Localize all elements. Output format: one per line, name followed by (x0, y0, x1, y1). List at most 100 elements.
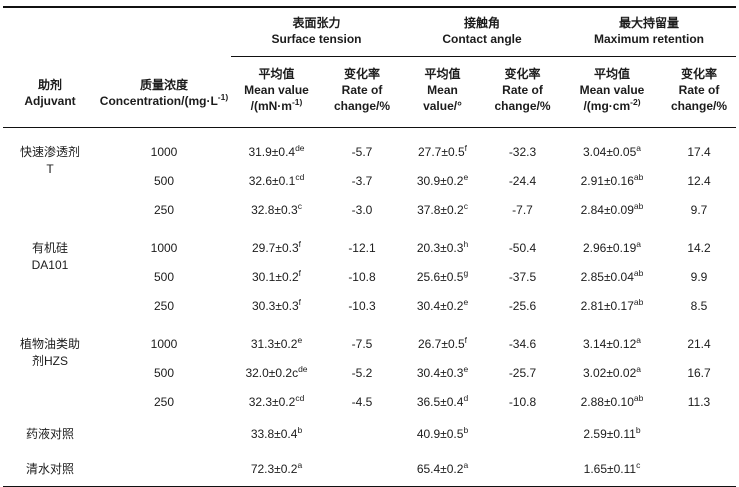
cell-ca_mean: 36.5±0.4d (416, 392, 469, 409)
adjuvant-label: 快速渗透剂 T (3, 128, 97, 225)
group-header-zh: 最大持留量 (619, 16, 680, 30)
header-line-zh: 平均值 (424, 67, 461, 81)
header-line-unit: /(mg·cm-2) (583, 97, 641, 113)
cell-st_mean: 32.8±0.3c (251, 200, 302, 217)
cell-mr_mean: 2.81±0.17ab (580, 296, 644, 313)
table-body: 快速渗透剂 T 1000 31.9±0.4de -5.7 27.7±0.5f -32.3 3.… (3, 128, 736, 487)
table-row: 快速渗透剂 T 1000 31.9±0.4de -5.7 27.7±0.5f -32.3 3.… (3, 128, 736, 176)
group-header-zh: 表面张力 (292, 16, 341, 30)
cell-ca_mean: 30.9±0.2e (416, 171, 469, 188)
header-line-unit: change/% (494, 99, 551, 113)
cell-st_rate: -10.3 (348, 298, 376, 313)
cell-st_mean: 31.3±0.2e (250, 334, 303, 351)
cell-mr_mean: 3.04±0.05a (582, 142, 642, 159)
cell-st_rate: -12.1 (348, 240, 376, 255)
table-row: 有机硅 DA101 1000 29.7±0.3f -12.1 20.3±0.3h -50.4… (3, 224, 736, 272)
cell-ca_rate: -10.8 (508, 394, 537, 409)
header-line-en: Concentration/(mg·L-1) (99, 92, 229, 108)
table-row: 250 32.8±0.3c -3.0 37.8±0.2c -7.7 2.84±0.09ab… (3, 195, 736, 224)
cell-st_rate (322, 416, 402, 451)
cell-mr_mean: 2.84±0.09ab (580, 200, 644, 217)
sub-header-row: 平均值 Mean value /(mN·m-1) 变化率 Rate of cha… (3, 57, 736, 128)
cell-ca_rate (483, 451, 562, 487)
cell-ca_rate: -34.6 (508, 336, 537, 351)
cell-mr_rate: 21.4 (687, 336, 711, 351)
cell-mr_mean: 2.85±0.04ab (580, 267, 644, 284)
cell-ca_rate: -24.4 (508, 173, 537, 188)
cell-mr_mean: 2.59±0.11b (583, 424, 641, 441)
cell-ca_rate: -7.7 (512, 202, 533, 217)
header-line-en: Rate of (678, 83, 720, 97)
cell-st_mean: 31.9±0.4de (248, 142, 305, 159)
adjuvant-label-line: 植物油类助 (19, 337, 80, 351)
header-line-en: Adjuvant (24, 94, 76, 108)
adjuvant-label: 植物油类助剂HZS (3, 320, 97, 416)
cell-mr_mean: 3.02±0.02a (582, 363, 642, 380)
cell-mr_mean: 1.65±0.11c (583, 459, 641, 476)
control-label: 药液对照 (25, 426, 74, 441)
adjuvant-label-line: DA101 (31, 258, 69, 272)
cell-ca_rate: -50.4 (508, 240, 537, 255)
cell-mr_rate: 16.7 (687, 365, 711, 380)
adjuvant-label-line: 剂HZS (31, 354, 68, 368)
header-line-en: Mean value (244, 83, 309, 97)
cell-ca_rate: -32.3 (508, 144, 537, 159)
cell-ca_mean: 25.6±0.5g (416, 267, 469, 284)
adjuvant-label-line: 快速渗透剂 (19, 145, 80, 159)
cell-ca_rate: -25.7 (508, 365, 537, 380)
cell-st_mean: 32.3±0.2cd (248, 392, 305, 409)
adjuvant-label-line: 有机硅 (31, 241, 68, 255)
col-header-st-mean: 平均值 Mean value /(mN·m-1) (231, 57, 322, 128)
cell-concentration: 250 (153, 202, 175, 217)
cell-ca_mean: 30.4±0.3e (416, 363, 469, 380)
header-line-en: Mean value (579, 83, 645, 97)
cell-st_mean: 32.0±0.2cde (245, 363, 308, 380)
header-line-unit: change/% (333, 99, 390, 113)
cell-st_mean: 72.3±0.2a (250, 459, 303, 476)
cell-concentration: 1000 (150, 336, 178, 351)
header-line-en: Mean (427, 83, 458, 97)
cell-ca_mean: 27.7±0.5f (418, 142, 467, 159)
table-row: 药液对照 33.8±0.4b 40.9±0.5b 2.59±0.11b (3, 416, 736, 451)
cell-ca_mean: 40.9±0.5b (416, 424, 469, 441)
group-header-en: Contact angle (442, 32, 522, 46)
cell-concentration: 500 (153, 173, 175, 188)
col-header-adjuvant: 助剂 Adjuvant (3, 7, 97, 128)
cell-st_rate: -4.5 (351, 394, 373, 409)
col-header-concentration: 质量浓度 Concentration/(mg·L-1) (97, 7, 231, 128)
cell-ca_rate: -25.6 (508, 298, 537, 313)
cell-st_rate: -3.7 (351, 173, 373, 188)
cell-mr_rate: 11.3 (687, 394, 711, 409)
cell-st_rate (322, 451, 402, 487)
cell-st_mean: 33.8±0.4b (250, 424, 303, 441)
cell-concentration (97, 451, 231, 487)
cell-mr_rate (662, 416, 736, 451)
adjuvant-effects-table: 助剂 Adjuvant 质量浓度 Concentration/(mg·L-1) … (3, 6, 737, 487)
cell-mr_mean: 2.96±0.19a (582, 238, 642, 255)
table-row: 250 30.3±0.3f -10.3 30.4±0.2e -25.6 2.81±0.17… (3, 291, 736, 320)
cell-concentration: 1000 (150, 240, 178, 255)
table-row: 植物油类助 剂HZS 1000 31.3±0.2e -7.5 26.7±0.5f -34.6… (3, 320, 736, 368)
group-header-max-retention: 最大持留量 Maximum retention (562, 7, 737, 57)
cell-concentration: 1000 (150, 144, 178, 159)
cell-st_mean: 32.6±0.1cd (248, 171, 305, 188)
col-header-mr-rate: 变化率 Rate of change/% (662, 57, 736, 128)
adjuvant-label-line: T (46, 162, 54, 176)
group-header-surface-tension: 表面张力 Surface tension (231, 7, 402, 57)
group-header-contact-angle: 接触角 Contact angle (402, 7, 562, 57)
table-header: 助剂 Adjuvant 质量浓度 Concentration/(mg·L-1) … (3, 7, 737, 128)
cell-concentration: 250 (153, 298, 175, 313)
table-row: 清水对照 72.3±0.2a 65.4±0.2a 1.65±0.11c (3, 451, 736, 487)
cell-ca_mean: 37.8±0.2c (417, 200, 468, 217)
col-header-st-rate: 变化率 Rate of change/% (322, 57, 402, 128)
cell-concentration (97, 416, 231, 451)
col-header-ca-rate: 变化率 Rate of change/% (483, 57, 562, 128)
group-header-zh: 接触角 (463, 16, 500, 30)
cell-st_rate: -3.0 (351, 202, 373, 217)
header-line-zh: 平均值 (593, 67, 630, 81)
header-line-en: Rate of (502, 83, 543, 97)
cell-st_rate: -5.2 (351, 365, 373, 380)
table-row: 250 32.3±0.2cd -4.5 36.5±0.4d -10.8 2.88±0.10… (3, 387, 736, 416)
cell-concentration: 500 (153, 269, 175, 284)
cell-st_mean: 30.1±0.2f (252, 267, 301, 284)
